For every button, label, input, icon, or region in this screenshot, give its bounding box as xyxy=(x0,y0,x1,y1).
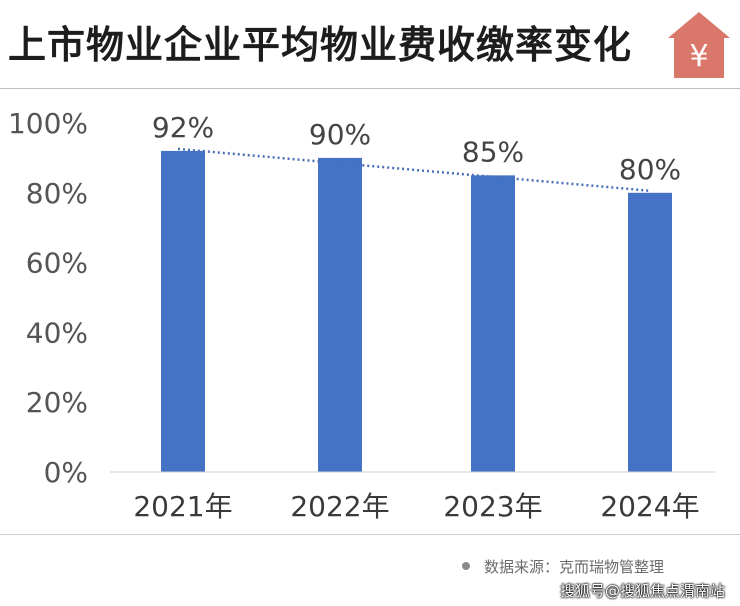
chart-title: 上市物业企业平均物业费收缴率变化 xyxy=(8,23,633,67)
source-note: 数据来源：克而瑞物管整理 xyxy=(462,556,664,577)
bar-1 xyxy=(318,157,362,472)
y-tick-label: 80% xyxy=(26,177,88,210)
y-tick-label: 20% xyxy=(26,386,88,419)
x-tick-label: 2023年 xyxy=(443,490,542,523)
bars xyxy=(161,150,672,473)
data-label: 85% xyxy=(462,135,524,168)
data-label: 92% xyxy=(152,111,214,144)
bottom-divider xyxy=(0,534,740,535)
top-divider xyxy=(0,88,740,89)
bar-3 xyxy=(628,192,672,473)
y-tick-label: 100% xyxy=(8,107,88,140)
y-axis: 0% 20% 40% 60% 80% 100% xyxy=(8,107,88,489)
y-tick-label: 60% xyxy=(26,247,88,280)
x-tick-label: 2022年 xyxy=(290,490,389,523)
bar-0 xyxy=(161,150,205,473)
source-text: 数据来源：克而瑞物管整理 xyxy=(484,558,665,576)
data-label: 80% xyxy=(619,153,681,186)
data-label: 90% xyxy=(309,118,371,151)
x-tick-label: 2024年 xyxy=(600,490,699,523)
watermark-text: 搜狐号@搜狐焦点渭南站 xyxy=(560,582,726,600)
bar-chart: 0%20%40%60%80%100% 92% 90%85%80% 2021年 202… xyxy=(8,107,715,523)
data-labels: 92% 90% 85% 80% xyxy=(152,111,681,186)
bullet-icon xyxy=(462,561,470,570)
y-tick-label: 0% xyxy=(44,456,88,489)
bar-2 xyxy=(471,175,515,472)
x-tick-label: 2021年 xyxy=(133,490,232,523)
house-yuan-icon: ¥ xyxy=(668,12,730,78)
y-tick-label: 40% xyxy=(26,316,88,349)
x-axis: 2021年 2022年 2023年 2024年 xyxy=(110,471,715,523)
logo-symbol: ¥ xyxy=(689,39,708,74)
trend-line xyxy=(177,147,651,193)
